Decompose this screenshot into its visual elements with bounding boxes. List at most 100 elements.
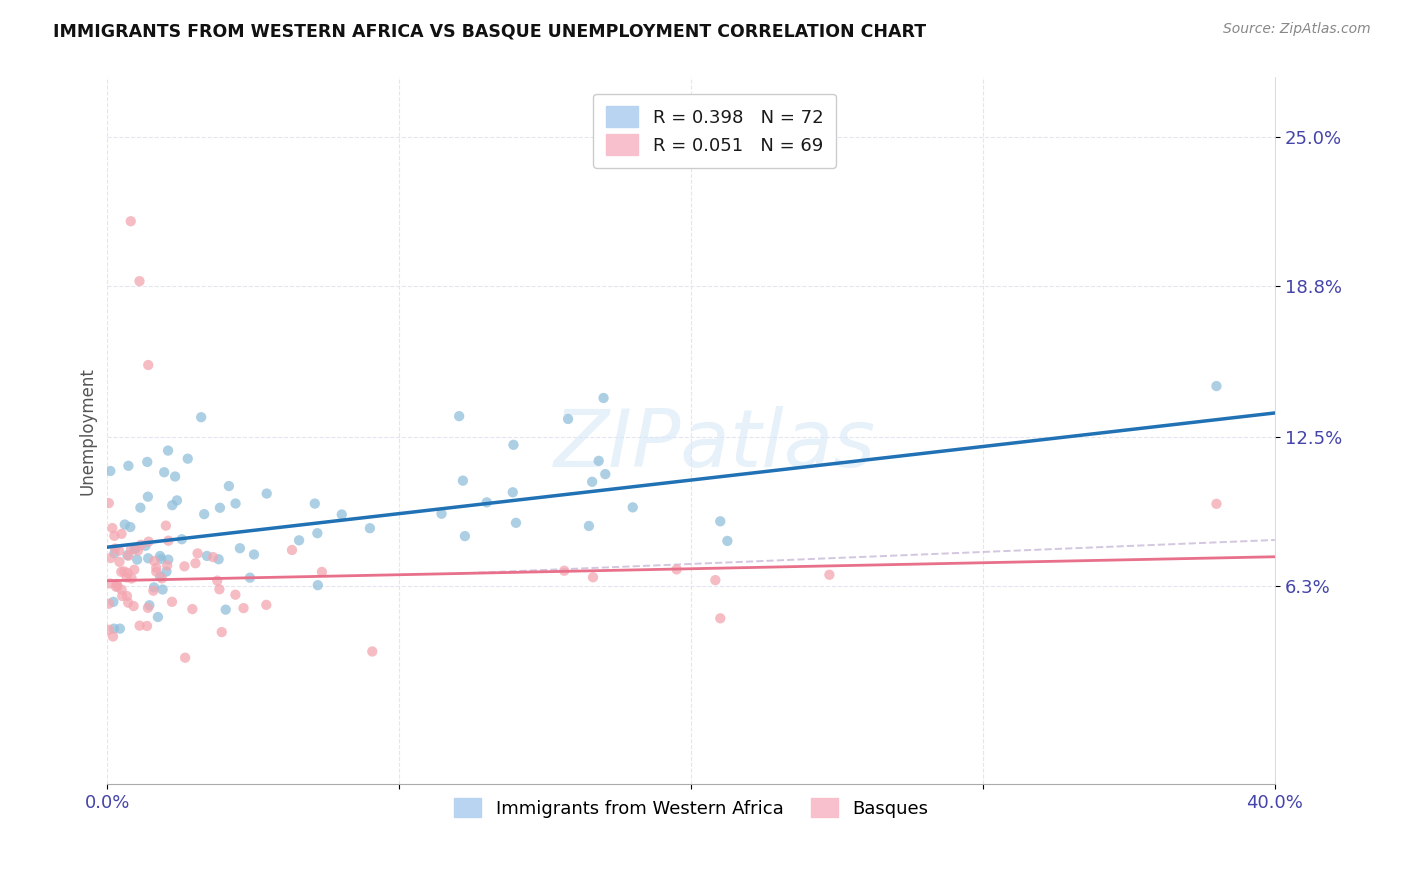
Point — [114, 517, 136, 532]
Point — [229, 541, 252, 556]
Point — [136, 455, 159, 469]
Point — [578, 519, 600, 533]
Point — [195, 549, 218, 563]
Point — [709, 611, 731, 625]
Point — [157, 443, 180, 458]
Point — [166, 493, 188, 508]
Point — [208, 500, 231, 515]
Point — [225, 496, 247, 510]
Point — [311, 565, 333, 579]
Point — [502, 485, 524, 500]
Point — [153, 465, 176, 479]
Point — [157, 552, 180, 566]
Point — [174, 650, 197, 665]
Point — [117, 549, 139, 563]
Point — [143, 554, 166, 568]
Point — [202, 550, 225, 565]
Point — [138, 599, 160, 613]
Point — [101, 521, 124, 535]
Point — [582, 570, 605, 584]
Point — [105, 577, 128, 591]
Point — [117, 548, 139, 562]
Point — [288, 533, 311, 548]
Point — [121, 572, 143, 586]
Point — [101, 630, 124, 644]
Point — [207, 574, 229, 588]
Point — [142, 583, 165, 598]
Point — [117, 566, 139, 580]
Point — [136, 600, 159, 615]
Point — [704, 573, 727, 587]
Point — [98, 464, 121, 478]
Point — [115, 589, 138, 603]
Point — [124, 541, 146, 555]
Point — [165, 469, 187, 483]
Point — [138, 534, 160, 549]
Point — [449, 409, 471, 424]
Point — [129, 500, 152, 515]
Point — [361, 644, 384, 658]
Point — [120, 520, 142, 534]
Point — [307, 578, 329, 592]
Point — [146, 610, 169, 624]
Point — [595, 467, 617, 482]
Point — [307, 526, 329, 541]
Point — [143, 581, 166, 595]
Point — [136, 551, 159, 566]
Point — [112, 565, 135, 579]
Point — [160, 595, 183, 609]
Point — [211, 625, 233, 640]
Point — [150, 552, 173, 566]
Point — [97, 597, 120, 611]
Point — [120, 542, 142, 557]
Text: IMMIGRANTS FROM WESTERN AFRICA VS BASQUE UNEMPLOYMENT CORRELATION CHART: IMMIGRANTS FROM WESTERN AFRICA VS BASQUE… — [53, 22, 927, 40]
Point — [108, 543, 131, 558]
Point — [108, 622, 131, 636]
Point — [129, 538, 152, 552]
Point — [304, 497, 326, 511]
Point — [232, 601, 254, 615]
Point — [155, 565, 177, 579]
Point — [110, 582, 132, 597]
Point — [97, 496, 120, 510]
Text: ZIPatlas: ZIPatlas — [554, 406, 876, 484]
Point — [156, 558, 179, 573]
Point — [665, 562, 688, 576]
Point — [224, 588, 246, 602]
Point — [103, 529, 125, 543]
Point — [184, 556, 207, 570]
Point — [454, 529, 477, 543]
Point — [152, 582, 174, 597]
Point — [177, 451, 200, 466]
Point — [173, 559, 195, 574]
Point — [162, 498, 184, 512]
Point — [239, 571, 262, 585]
Point — [124, 542, 146, 557]
Point — [243, 548, 266, 562]
Point — [104, 541, 127, 556]
Point — [105, 580, 128, 594]
Point — [117, 596, 139, 610]
Point — [505, 516, 527, 530]
Point — [359, 521, 381, 535]
Point — [1205, 379, 1227, 393]
Point — [136, 358, 159, 372]
Point — [122, 599, 145, 613]
Point — [136, 490, 159, 504]
Point — [127, 543, 149, 558]
Point — [430, 507, 453, 521]
Point — [100, 551, 122, 566]
Point — [208, 582, 231, 597]
Point — [128, 618, 150, 632]
Point — [111, 589, 134, 603]
Point — [149, 569, 172, 583]
Point — [553, 564, 575, 578]
Point — [103, 546, 125, 560]
Point — [1205, 497, 1227, 511]
Point — [190, 410, 212, 425]
Point — [150, 571, 173, 585]
Point — [330, 508, 353, 522]
Point — [475, 495, 498, 509]
Point — [218, 479, 240, 493]
Text: Source: ZipAtlas.com: Source: ZipAtlas.com — [1223, 22, 1371, 37]
